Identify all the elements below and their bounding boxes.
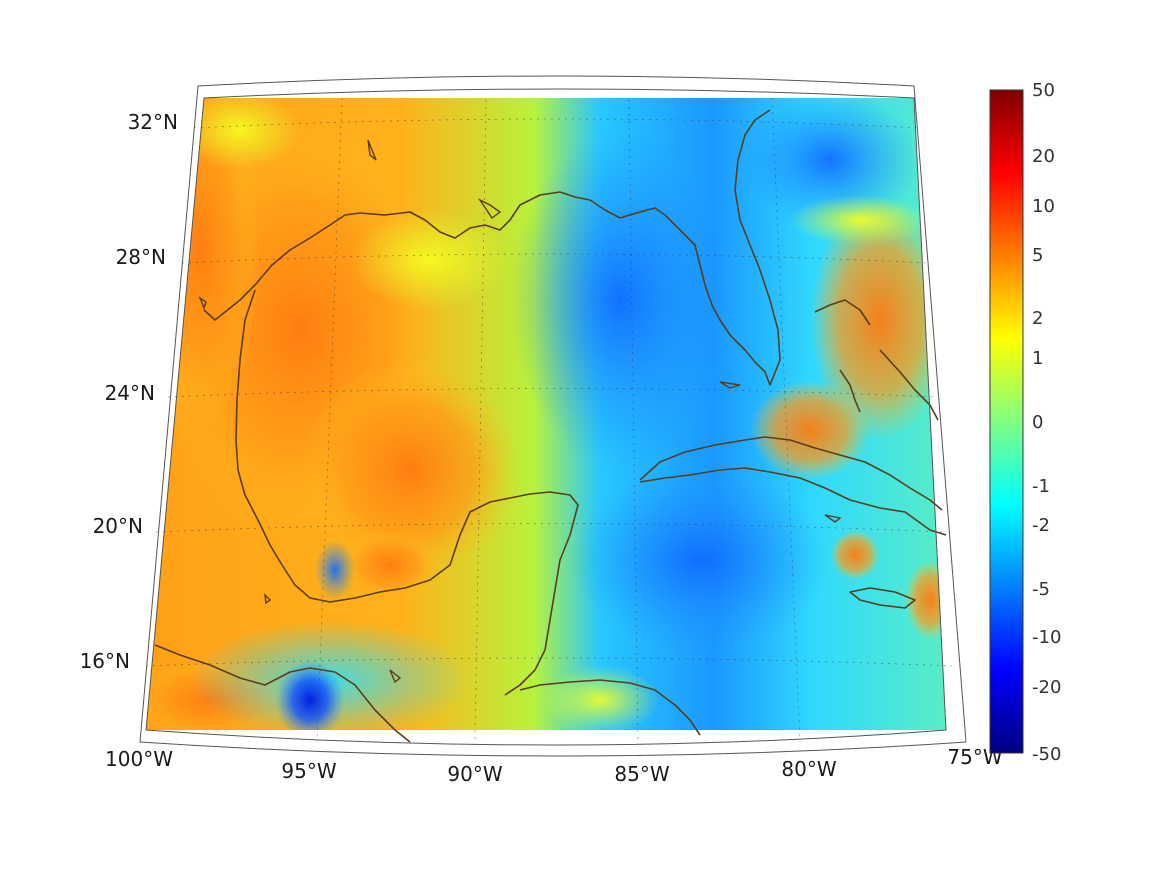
colorbar-tick-minus20: -20 bbox=[1032, 677, 1061, 698]
islands bbox=[198, 139, 842, 684]
lon-label-90w: 90°W bbox=[447, 762, 502, 786]
colorbar-tick-minus5: -5 bbox=[1032, 579, 1050, 600]
latitude-axis: 32°N 28°N 24°N 20°N 16°N bbox=[80, 110, 178, 673]
lat-label-16n: 16°N bbox=[80, 649, 130, 673]
lat-label-24n: 24°N bbox=[105, 381, 155, 405]
map-frame bbox=[139, 75, 967, 757]
map-boundary bbox=[145, 88, 947, 746]
colorbar-tick-1: 1 bbox=[1032, 348, 1043, 369]
graticule bbox=[145, 97, 953, 743]
coastlines bbox=[154, 109, 947, 743]
colorbar-tick-10: 10 bbox=[1032, 196, 1055, 217]
colorbar-tick-minus1: -1 bbox=[1032, 476, 1050, 497]
colorbar-tick-0: 0 bbox=[1032, 412, 1043, 433]
colorbar: 50 20 10 5 2 1 0 -1 -2 -5 -10 -20 -50 bbox=[989, 80, 1061, 765]
lat-label-32n: 32°N bbox=[128, 110, 178, 134]
colorbar-scale bbox=[989, 89, 1024, 754]
colorbar-tick-minus50: -50 bbox=[1032, 744, 1061, 765]
colorbar-tick-2: 2 bbox=[1032, 308, 1043, 329]
colorbar-tick-5: 5 bbox=[1032, 245, 1043, 266]
lon-label-80w: 80°W bbox=[781, 757, 836, 781]
lat-label-20n: 20°N bbox=[93, 514, 143, 538]
lat-label-28n: 28°N bbox=[116, 245, 166, 269]
colorbar-tick-20: 20 bbox=[1032, 146, 1055, 167]
lon-label-85w: 85°W bbox=[614, 762, 669, 786]
lon-label-100w: 100°W bbox=[105, 747, 173, 771]
colorbar-tick-50: 50 bbox=[1032, 80, 1055, 101]
lon-label-95w: 95°W bbox=[281, 759, 336, 783]
longitude-axis: 100°W 95°W 90°W 85°W 80°W 75°W bbox=[105, 745, 1003, 786]
colorbar-tick-minus10: -10 bbox=[1032, 627, 1061, 648]
colorbar-tick-minus2: -2 bbox=[1032, 515, 1050, 536]
